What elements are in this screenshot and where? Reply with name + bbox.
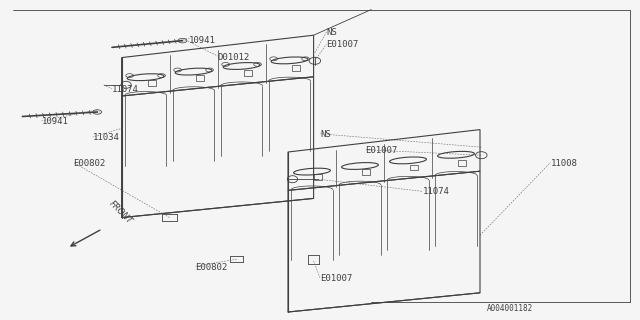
Text: 11008: 11008 — [550, 159, 577, 168]
Circle shape — [178, 38, 187, 43]
Bar — [362, 170, 370, 175]
Text: 11074: 11074 — [112, 85, 139, 94]
Circle shape — [93, 110, 102, 114]
Text: 10941: 10941 — [42, 117, 68, 126]
Text: 11074: 11074 — [422, 188, 449, 196]
Text: E01007: E01007 — [326, 40, 358, 49]
Text: NS: NS — [320, 130, 331, 139]
Bar — [314, 174, 323, 180]
Text: 11034: 11034 — [93, 133, 120, 142]
Bar — [458, 160, 466, 166]
Text: E00802: E00802 — [74, 159, 106, 168]
Text: E01007: E01007 — [320, 274, 352, 283]
Text: E01007: E01007 — [365, 146, 397, 155]
Text: NS: NS — [326, 28, 337, 36]
Text: A004001182: A004001182 — [486, 304, 532, 313]
Text: D01012: D01012 — [218, 53, 250, 62]
Bar — [292, 66, 300, 71]
Bar — [244, 70, 252, 76]
Text: E00802: E00802 — [195, 263, 227, 272]
Bar — [410, 164, 419, 170]
Bar — [196, 75, 204, 81]
Bar — [148, 80, 156, 86]
Text: FRONT: FRONT — [108, 200, 134, 226]
Text: 10941: 10941 — [189, 36, 216, 44]
